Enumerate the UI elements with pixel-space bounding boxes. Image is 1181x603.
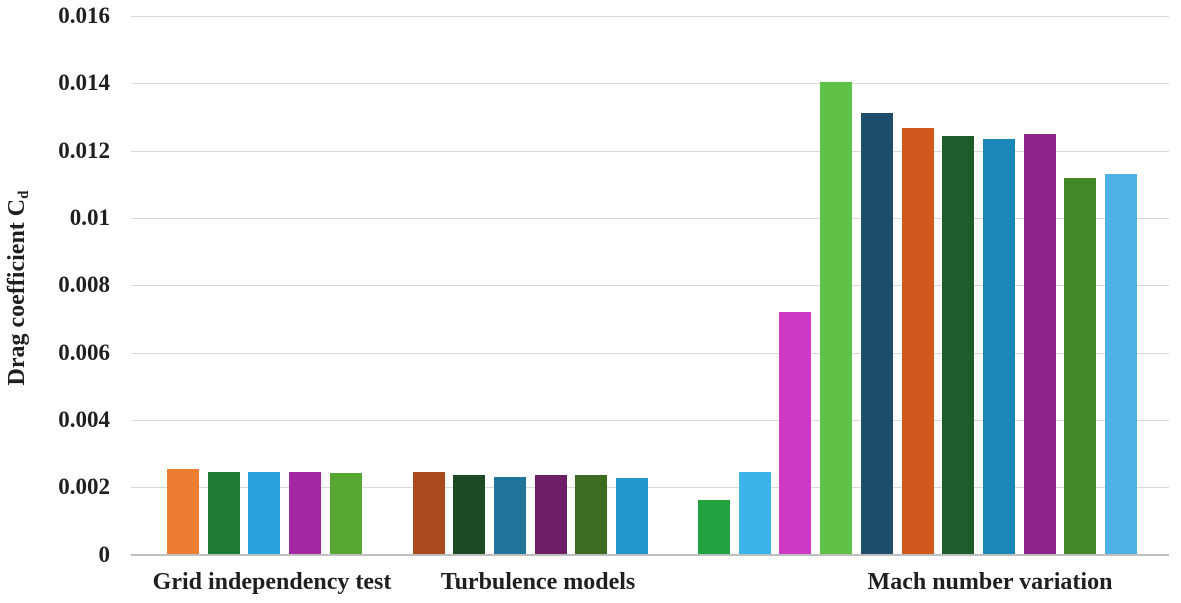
y-axis-title-subscript: d — [16, 190, 32, 199]
y-tick-label: 0.016 — [58, 3, 110, 28]
y-tick-label: 0.004 — [58, 406, 110, 432]
bar — [942, 136, 975, 555]
category-label: Turbulence models — [440, 569, 636, 595]
bar — [698, 499, 730, 555]
bar — [1064, 177, 1097, 555]
y-tick-label: 0.01 — [69, 204, 110, 230]
bar — [616, 478, 648, 555]
bar — [453, 475, 486, 555]
y-tick-label: 0.008 — [58, 272, 110, 298]
y-tick-label: 0 — [98, 541, 111, 567]
x-axis-line — [131, 553, 1169, 556]
bar — [738, 472, 771, 555]
category-label: Mach number variation — [867, 569, 1113, 595]
bar — [1105, 173, 1137, 555]
bar — [982, 138, 1015, 555]
gridline — [131, 217, 1169, 219]
bar — [820, 82, 853, 555]
gridline — [131, 352, 1169, 354]
y-tick-label: 0.002 — [58, 474, 110, 500]
bar — [493, 476, 526, 555]
category-label: Grid independency test — [152, 569, 392, 595]
y-tick-label: 0.006 — [58, 339, 110, 365]
gridline — [131, 419, 1169, 421]
y-tick-label: 0.014 — [58, 70, 110, 96]
y-tick-label: 0.012 — [58, 137, 110, 163]
bar — [860, 112, 893, 555]
gridline — [131, 285, 1169, 287]
bar — [248, 472, 281, 555]
bar — [167, 469, 199, 555]
bar — [412, 471, 445, 555]
bar — [534, 475, 567, 555]
bar — [1023, 134, 1056, 555]
bar — [207, 471, 240, 555]
gridline — [131, 150, 1169, 152]
bar — [329, 472, 362, 555]
bar — [901, 128, 934, 555]
bar — [289, 472, 322, 555]
bar — [575, 475, 608, 555]
gridline — [131, 16, 1169, 17]
bar — [779, 311, 812, 555]
gridline — [131, 487, 1169, 489]
gridline — [131, 83, 1169, 85]
